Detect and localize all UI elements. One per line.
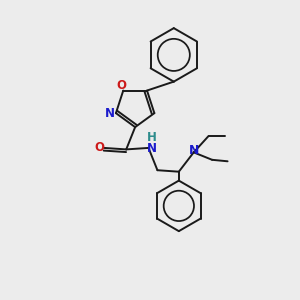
- Text: O: O: [94, 141, 104, 154]
- Text: N: N: [147, 142, 157, 155]
- Text: H: H: [147, 131, 157, 144]
- Text: N: N: [104, 106, 114, 120]
- Text: N: N: [188, 143, 199, 157]
- Text: O: O: [117, 79, 127, 92]
